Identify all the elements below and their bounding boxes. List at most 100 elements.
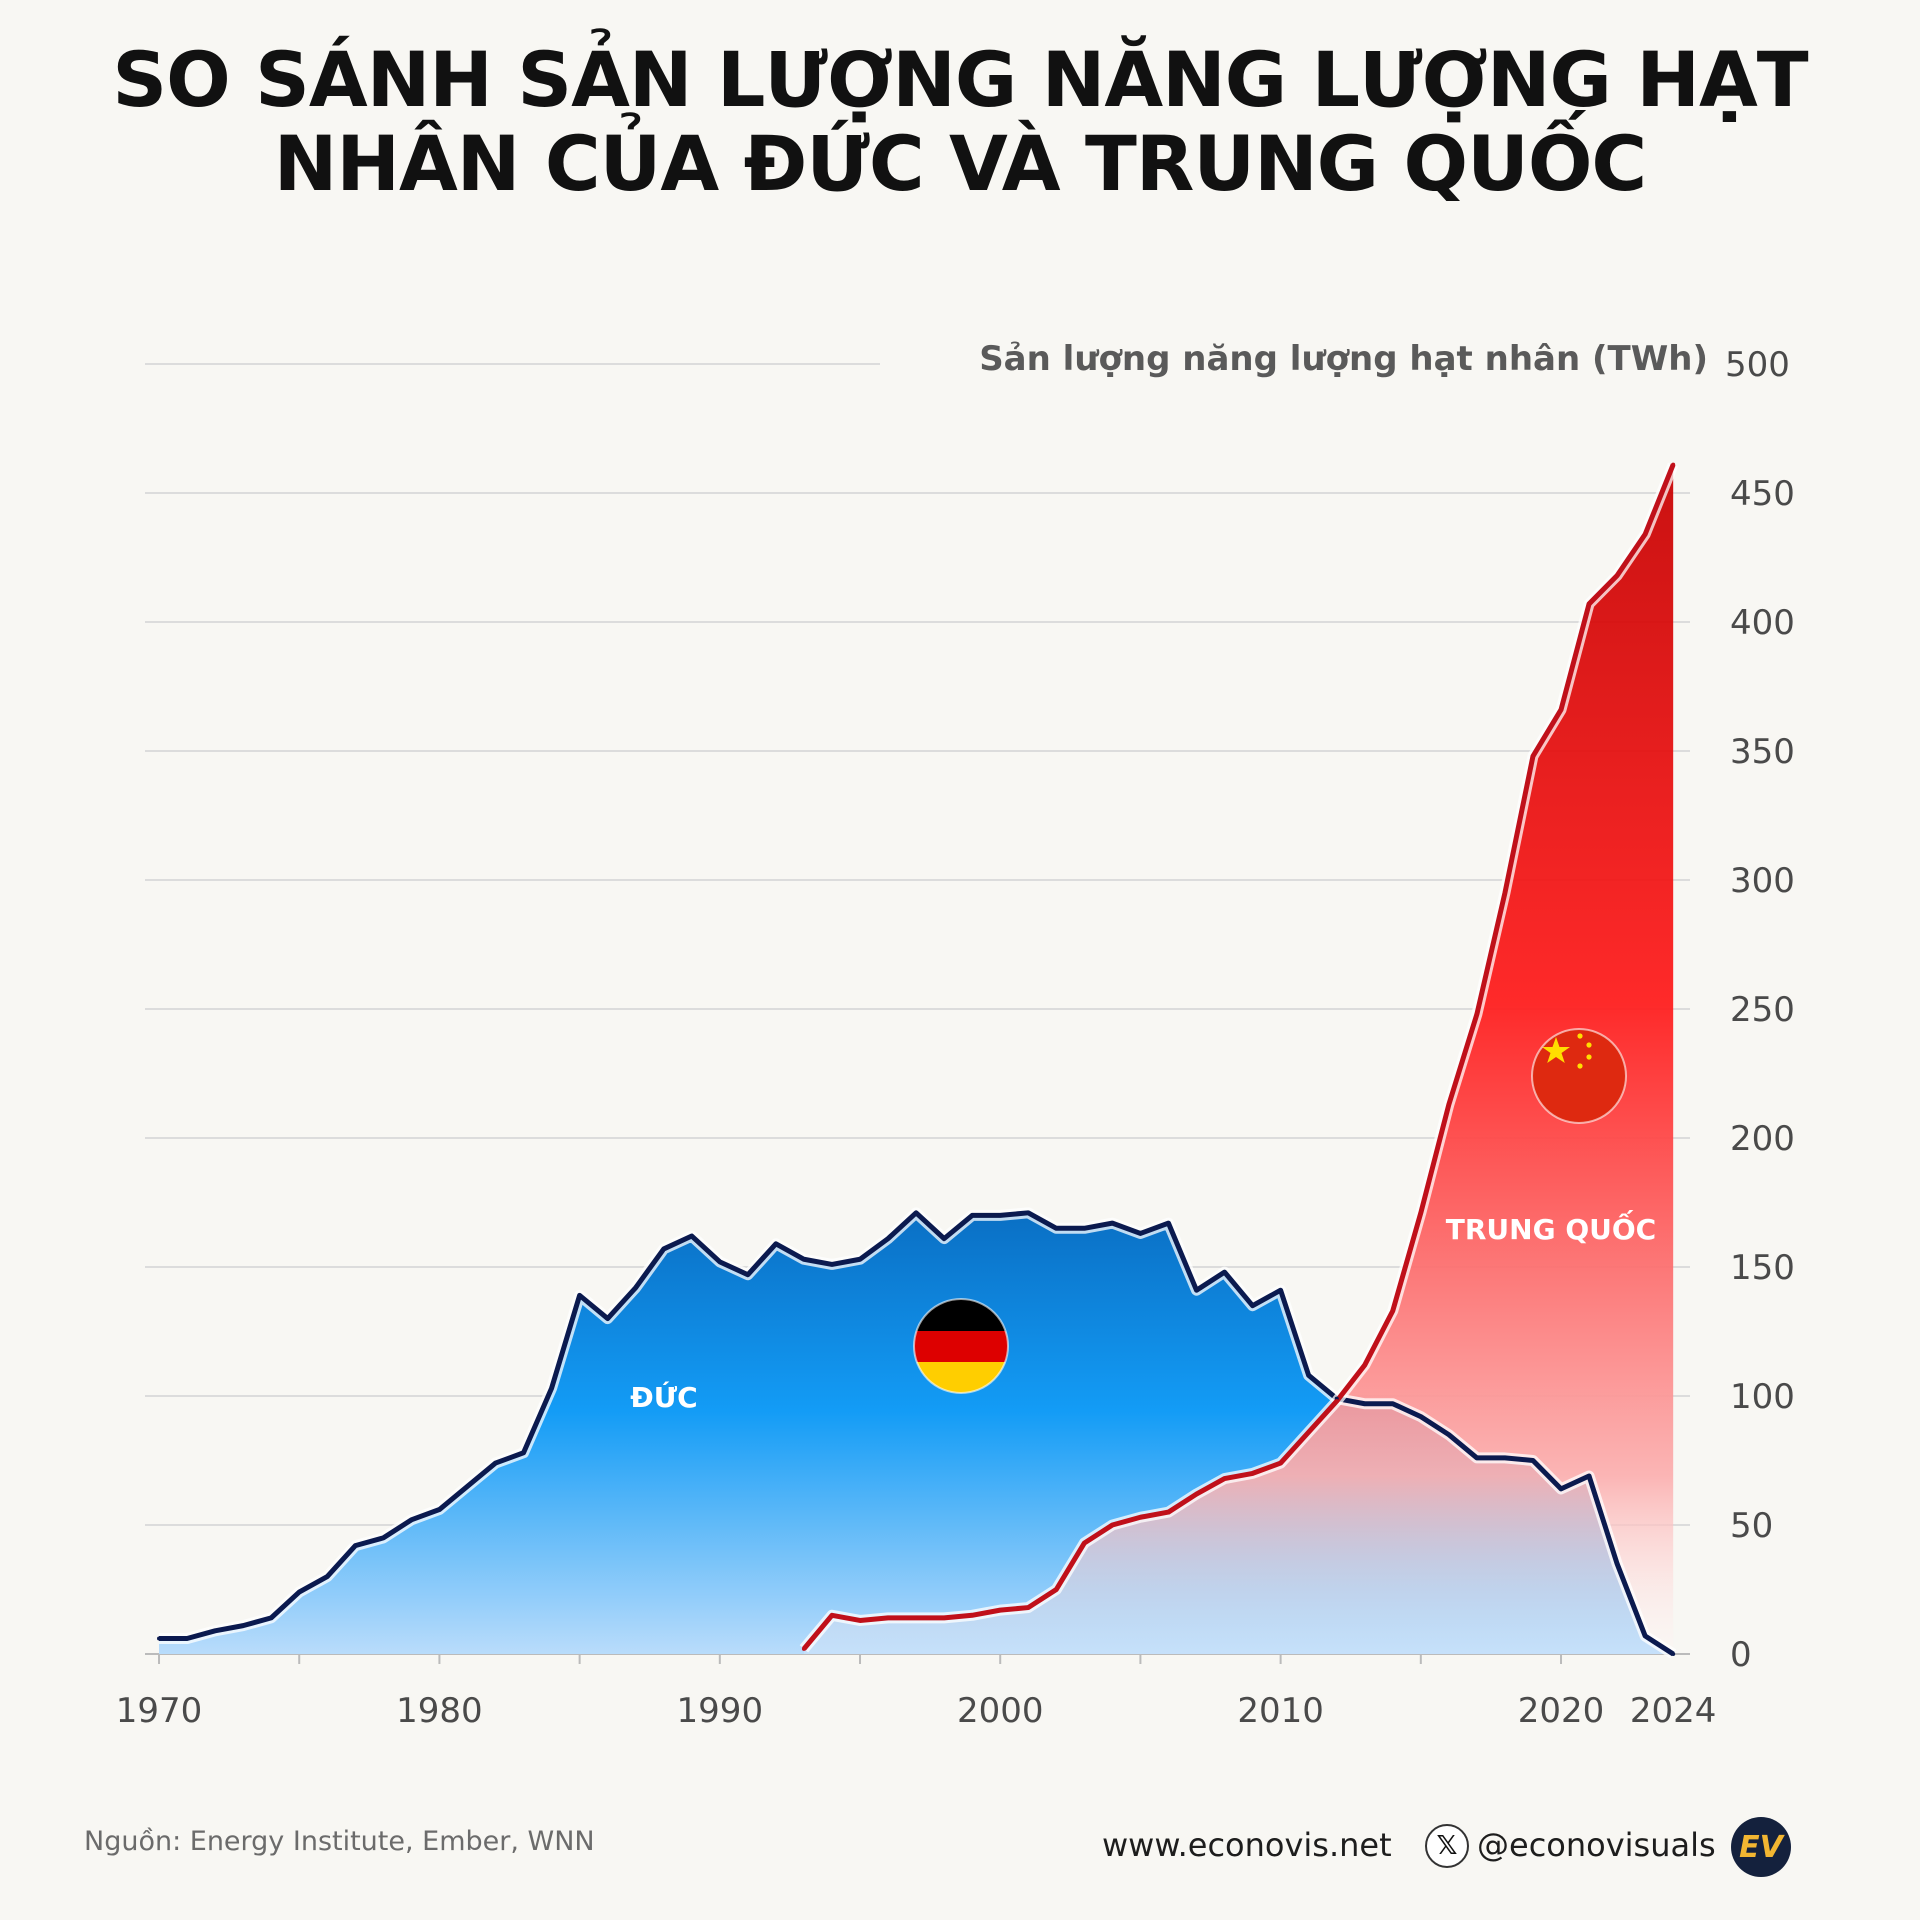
germany-point-2008 [1222,1270,1227,1275]
china-point-2023 [1643,532,1648,537]
china-point-2019 [1530,754,1535,759]
germany-point-2022 [1615,1561,1620,1566]
china-point-1994 [829,1613,834,1618]
germany-point-2007 [1194,1288,1199,1293]
germany-point-2015 [1418,1414,1423,1419]
x-tick-label-1990: 1990 [677,1691,764,1731]
china-point-2014 [1390,1308,1395,1313]
y-tick-label-100: 100 [1730,1377,1795,1417]
china-point-1996 [886,1615,891,1620]
germany-point-1981 [465,1484,470,1489]
germany-point-2016 [1446,1432,1451,1437]
germany-point-2023 [1643,1633,1648,1638]
germany-point-1984 [549,1386,554,1391]
china-point-2010 [1278,1461,1283,1466]
germany-point-2006 [1166,1221,1171,1226]
germany-point-1971 [185,1636,190,1641]
germany-point-2010 [1278,1288,1283,1293]
china-point-1998 [942,1615,947,1620]
y-tick-label-400: 400 [1730,603,1795,643]
germany-point-1979 [409,1517,414,1522]
china-flag-small-star-2 [1586,1042,1592,1048]
y-tick-label-150: 150 [1730,1248,1795,1288]
china-flag-icon [1532,1029,1626,1123]
germany-point-2017 [1474,1455,1479,1460]
china-point-2012 [1334,1399,1339,1404]
germany-point-1999 [970,1213,975,1218]
china-point-2018 [1502,890,1507,895]
germany-flag-stripe-red [914,1331,1008,1362]
germany-point-2021 [1587,1473,1592,1478]
y-axis-title: Sản lượng năng lượng hạt nhân (TWh) [979,339,1708,379]
china-point-2006 [1166,1510,1171,1515]
y-tick-label-350: 350 [1730,732,1795,772]
germany-point-1977 [353,1543,358,1548]
germany-point-1975 [297,1590,302,1595]
china-point-2015 [1418,1210,1423,1215]
china-series-label: TRUNG QUỐC [1446,1208,1656,1246]
y-tick-label-250: 250 [1730,990,1795,1030]
china-flag-small-star-3 [1586,1054,1592,1060]
germany-flag-border [913,1298,1009,1394]
x-tick-label-2010: 2010 [1237,1691,1324,1731]
china-point-1993 [801,1646,806,1651]
y-tick-label-0: 0 [1730,1635,1752,1675]
germany-point-2020 [1559,1486,1564,1491]
germany-point-2014 [1390,1401,1395,1406]
germany-point-1991 [745,1272,750,1277]
germany-point-1972 [213,1628,218,1633]
china-point-2021 [1587,601,1592,606]
chart-title-line-1: SO SÁNH SẢN LƯỢNG NĂNG LƯỢNG HẠT [112,35,1808,124]
china-point-2013 [1362,1363,1367,1368]
germany-point-1995 [858,1257,863,1262]
x-tick-label-2020: 2020 [1518,1691,1605,1731]
y-tick-label-500: 500 [1725,345,1790,385]
germany-point-1994 [829,1262,834,1267]
germany-point-1982 [493,1461,498,1466]
econovis-logo: EV [1731,1817,1791,1877]
germany-point-2019 [1530,1458,1535,1463]
china-flag-big-star [1542,1037,1570,1063]
germany-point-1974 [269,1615,274,1620]
china-flag-small-star-4 [1577,1063,1583,1069]
china-point-2011 [1306,1430,1311,1435]
china-point-2008 [1222,1476,1227,1481]
germany-point-1997 [914,1210,919,1215]
germany-point-2005 [1138,1231,1143,1236]
chart-title: SO SÁNH SẢN LƯỢNG NĂNG LƯỢNG HẠT NHÂN CỦ… [0,38,1920,206]
germany-point-2018 [1502,1455,1507,1460]
germany-point-2000 [998,1213,1003,1218]
footer-social-handle[interactable]: @econovisuals [1477,1826,1716,1864]
germany-point-2002 [1054,1226,1059,1231]
china-point-1995 [858,1618,863,1623]
germany-point-1993 [801,1257,806,1262]
footer-source: Nguồn: Energy Institute, Ember, WNN [84,1826,595,1857]
china-point-2005 [1138,1515,1143,1520]
x-axis: 1970 1980 1990 2000 2010 2020 2024 [116,1653,1716,1731]
china-point-2009 [1250,1471,1255,1476]
germany-point-1983 [521,1450,526,1455]
y-tick-label-200: 200 [1730,1119,1795,1159]
china-point-2000 [998,1608,1003,1613]
germany-point-1988 [661,1246,666,1251]
germany-point-1986 [605,1316,610,1321]
china-point-2004 [1110,1523,1115,1527]
footer-website-link[interactable]: www.econovis.net [1102,1826,1392,1864]
x-tick-label-2000: 2000 [957,1691,1044,1731]
y-tick-label-50: 50 [1730,1506,1773,1546]
x-tick-label-1970: 1970 [116,1691,203,1731]
china-point-2002 [1054,1587,1059,1592]
china-point-1999 [970,1613,975,1618]
germany-point-1970 [157,1636,162,1641]
germany-point-1985 [577,1293,582,1298]
germany-point-1978 [381,1535,386,1540]
china-point-2016 [1446,1102,1451,1107]
germany-point-1990 [717,1259,722,1264]
china-point-2001 [1026,1605,1031,1610]
germany-point-1987 [633,1285,638,1290]
china-point-2007 [1194,1492,1199,1497]
x-logo-icon: 𝕏 [1425,1824,1469,1868]
germany-point-2003 [1082,1226,1087,1231]
x-tick-label-1980: 1980 [396,1691,483,1731]
germany-point-1989 [689,1234,694,1239]
